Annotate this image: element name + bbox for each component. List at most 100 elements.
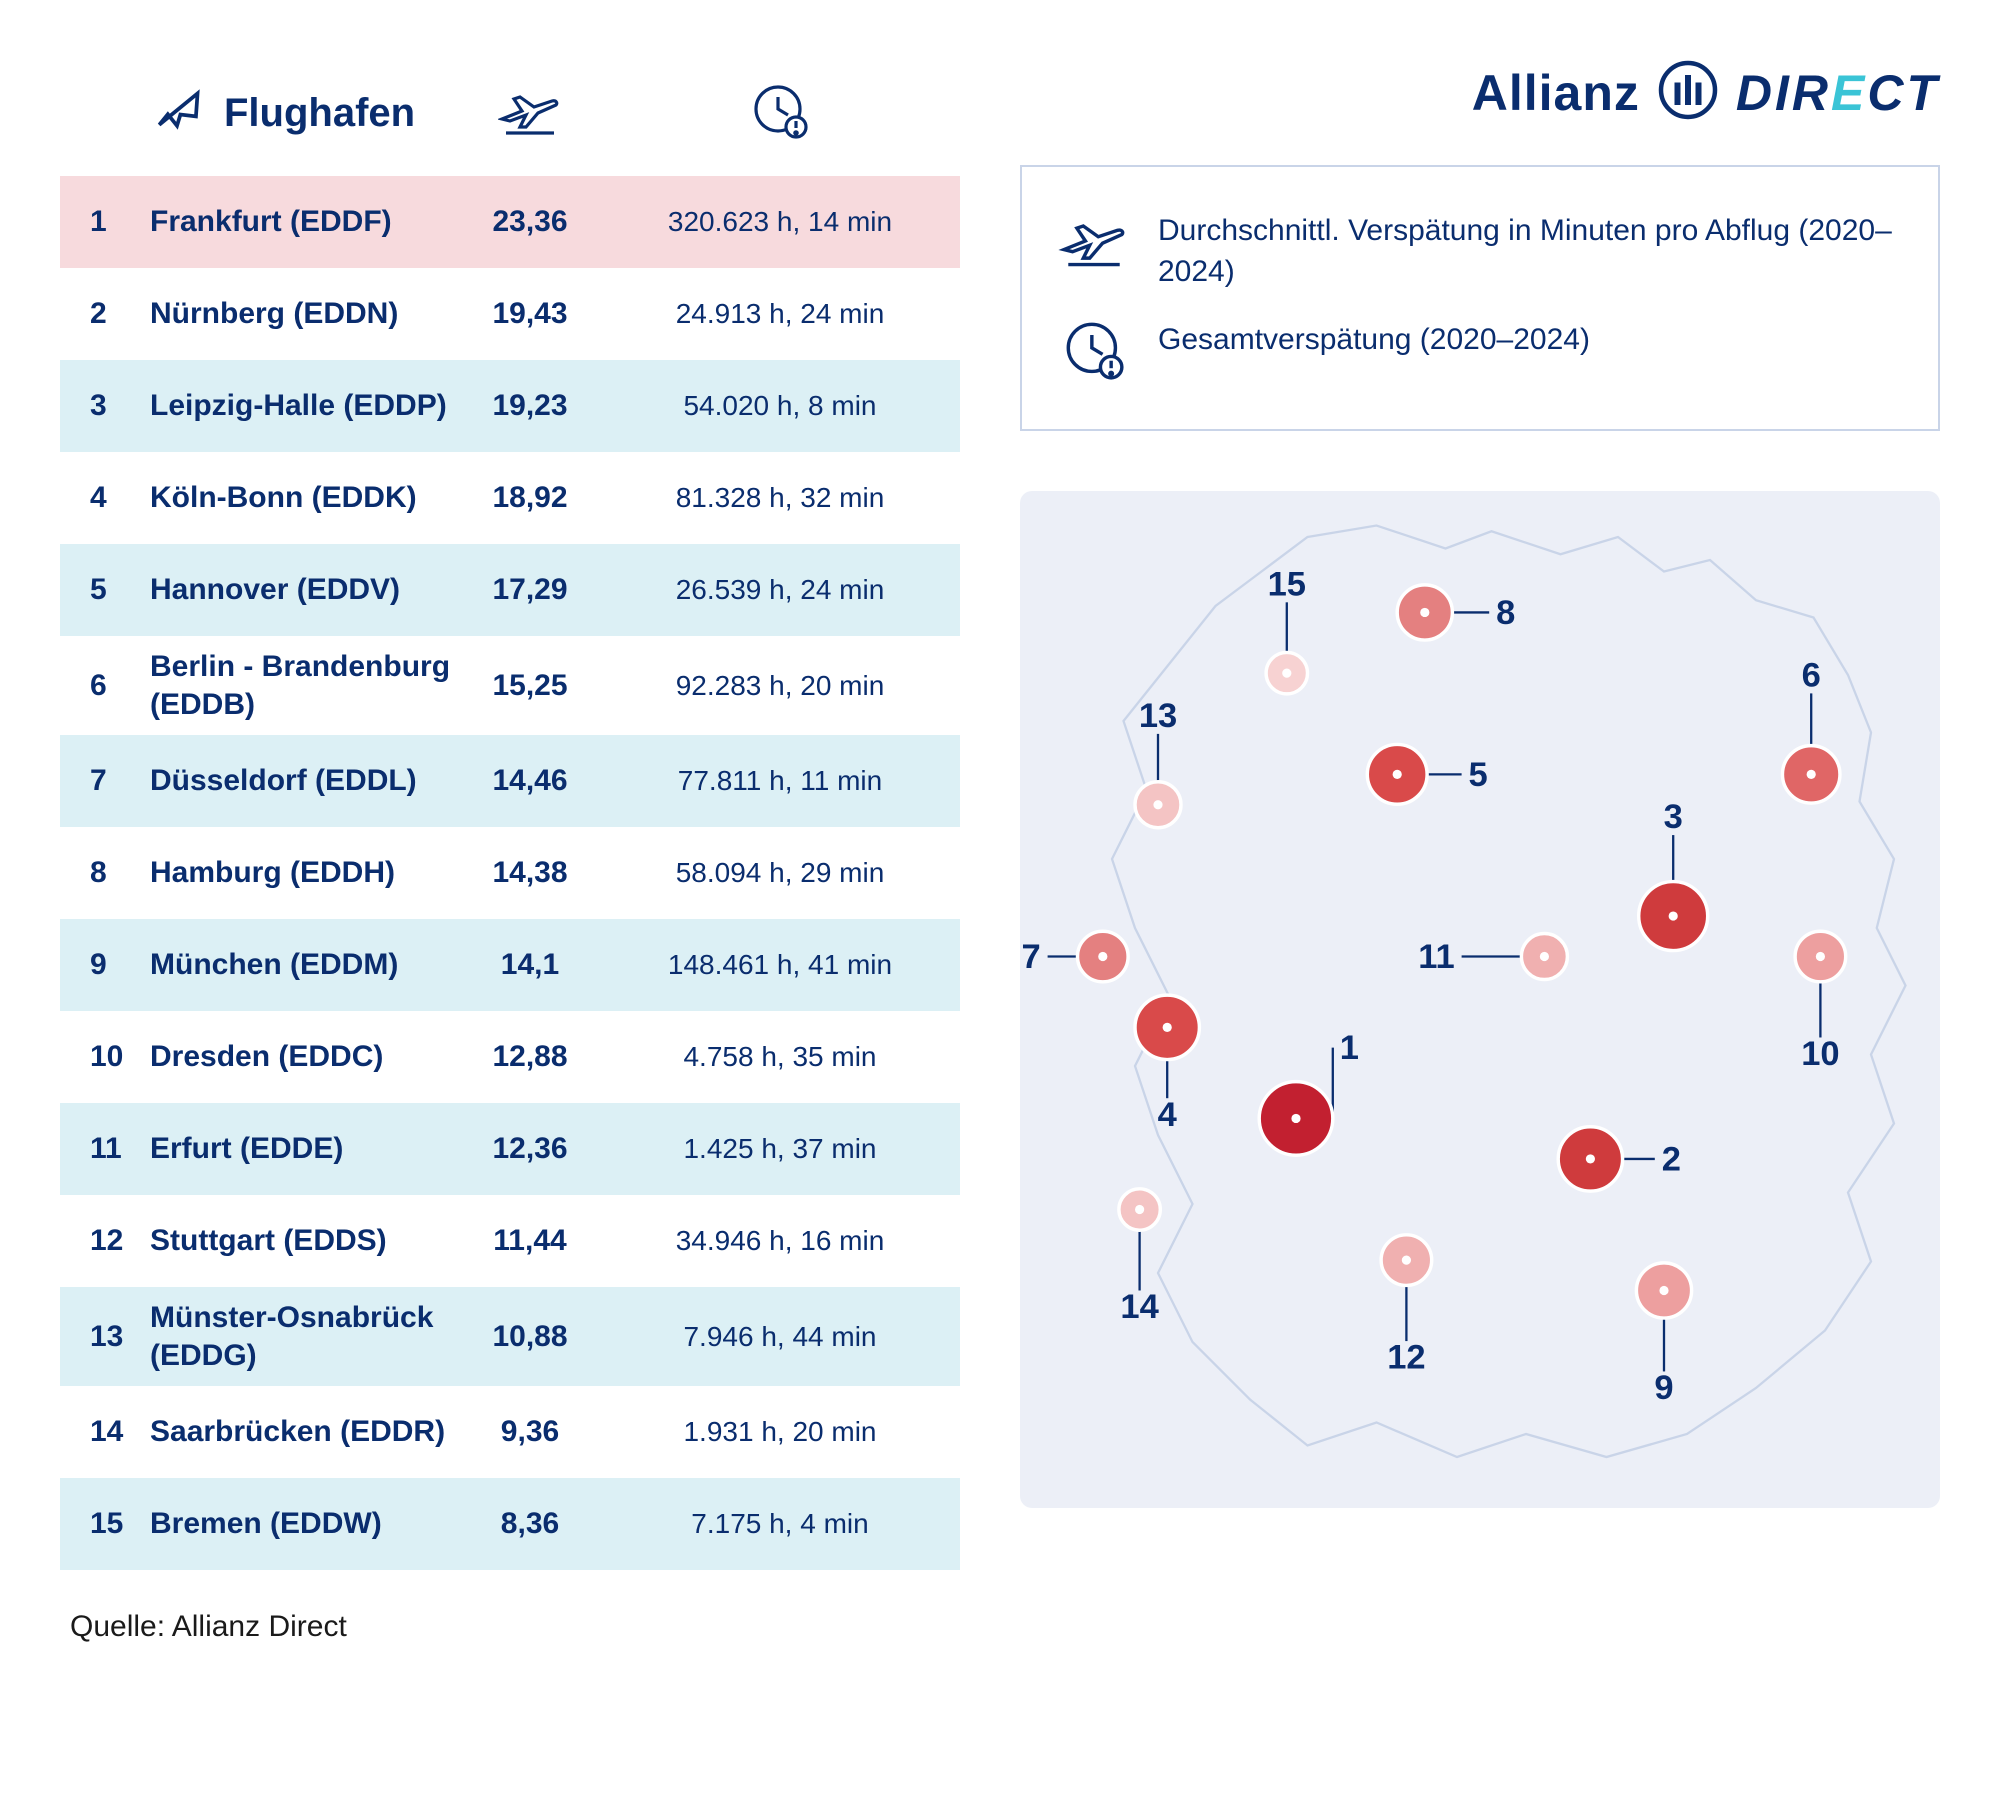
map-label: 9 bbox=[1654, 1369, 1673, 1407]
total-delay-cell: 320.623 h, 14 min bbox=[610, 206, 950, 238]
airport-cell: Dresden (EDDC) bbox=[150, 1038, 450, 1076]
rank-cell: 11 bbox=[70, 1132, 150, 1166]
total-delay-cell: 7.175 h, 4 min bbox=[610, 1508, 950, 1540]
rank-cell: 15 bbox=[70, 1507, 150, 1541]
avg-delay-cell: 14,46 bbox=[450, 764, 610, 798]
table-header: Flughafen bbox=[60, 60, 960, 176]
legend-box: Durchschnittl. Verspätung in Minuten pro… bbox=[1020, 165, 1940, 431]
table-row: 1Frankfurt (EDDF)23,36320.623 h, 14 min bbox=[60, 176, 960, 268]
table-row: 6Berlin - Brandenburg (EDDB)15,2592.283 … bbox=[60, 636, 960, 735]
total-delay-cell: 24.913 h, 24 min bbox=[610, 298, 950, 330]
avg-delay-cell: 12,88 bbox=[450, 1040, 610, 1074]
table-row: 15Bremen (EDDW)8,367.175 h, 4 min bbox=[60, 1478, 960, 1570]
avg-delay-cell: 17,29 bbox=[450, 573, 610, 607]
table-row: 10Dresden (EDDC)12,884.758 h, 35 min bbox=[60, 1011, 960, 1103]
avg-delay-cell: 18,92 bbox=[450, 481, 610, 515]
rank-cell: 9 bbox=[70, 948, 150, 982]
airport-cell: Stuttgart (EDDS) bbox=[150, 1222, 450, 1260]
rank-cell: 4 bbox=[70, 481, 150, 515]
avg-delay-cell: 12,36 bbox=[450, 1132, 610, 1166]
total-delay-cell: 92.283 h, 20 min bbox=[610, 670, 950, 702]
avg-delay-cell: 14,1 bbox=[450, 948, 610, 982]
table-row: 12Stuttgart (EDDS)11,4434.946 h, 16 min bbox=[60, 1195, 960, 1287]
map-label: 12 bbox=[1387, 1339, 1425, 1377]
avg-delay-cell: 19,43 bbox=[450, 297, 610, 331]
clock-alert-icon bbox=[1064, 320, 1124, 385]
map-label: 11 bbox=[1418, 938, 1454, 976]
allianz-logo-icon bbox=[1658, 60, 1718, 125]
rank-cell: 10 bbox=[70, 1040, 150, 1074]
rank-cell: 14 bbox=[70, 1415, 150, 1449]
map-label: 4 bbox=[1158, 1096, 1177, 1134]
avg-delay-cell: 19,23 bbox=[450, 389, 610, 423]
map-label: 2 bbox=[1662, 1140, 1681, 1178]
airport-cell: Leipzig-Halle (EDDP) bbox=[150, 387, 450, 425]
plane-icon bbox=[150, 80, 206, 146]
source-text: Quelle: Allianz Direct bbox=[60, 1610, 960, 1644]
avg-delay-cell: 14,38 bbox=[450, 856, 610, 890]
avg-delay-cell: 15,25 bbox=[450, 669, 610, 703]
table-row: 7Düsseldorf (EDDL)14,4677.811 h, 11 min bbox=[60, 735, 960, 827]
airport-cell: Hannover (EDDV) bbox=[150, 571, 450, 609]
departure-icon bbox=[498, 83, 562, 144]
map-label: 10 bbox=[1801, 1035, 1839, 1073]
map-label: 5 bbox=[1469, 756, 1488, 794]
map-label: 1 bbox=[1340, 1029, 1359, 1067]
airport-cell: Frankfurt (EDDF) bbox=[150, 203, 450, 241]
avg-delay-cell: 9,36 bbox=[450, 1415, 610, 1449]
avg-delay-cell: 8,36 bbox=[450, 1507, 610, 1541]
airport-cell: Düsseldorf (EDDL) bbox=[150, 762, 450, 800]
legend-total-text: Gesamtverspätung (2020–2024) bbox=[1158, 320, 1590, 361]
table-body: 1Frankfurt (EDDF)23,36320.623 h, 14 min2… bbox=[60, 176, 960, 1570]
total-delay-cell: 7.946 h, 44 min bbox=[610, 1321, 950, 1353]
rank-cell: 12 bbox=[70, 1224, 150, 1258]
map-label: 6 bbox=[1802, 657, 1821, 695]
legend-avg-delay: Durchschnittl. Verspätung in Minuten pro… bbox=[1058, 197, 1902, 306]
total-delay-cell: 34.946 h, 16 min bbox=[610, 1225, 950, 1257]
rank-cell: 7 bbox=[70, 764, 150, 798]
rank-cell: 2 bbox=[70, 297, 150, 331]
table-row: 8Hamburg (EDDH)14,3858.094 h, 29 min bbox=[60, 827, 960, 919]
table-row: 11Erfurt (EDDE)12,361.425 h, 37 min bbox=[60, 1103, 960, 1195]
table-row: 3Leipzig-Halle (EDDP)19,2354.020 h, 8 mi… bbox=[60, 360, 960, 452]
rank-cell: 13 bbox=[70, 1320, 150, 1354]
airport-cell: Saarbrücken (EDDR) bbox=[150, 1413, 450, 1451]
airport-cell: Bremen (EDDW) bbox=[150, 1505, 450, 1543]
airport-cell: Köln-Bonn (EDDK) bbox=[150, 479, 450, 517]
map-label: 7 bbox=[1022, 938, 1041, 976]
airport-cell: Erfurt (EDDE) bbox=[150, 1130, 450, 1168]
germany-map: 123456789101112131415 bbox=[1020, 491, 1940, 1508]
table-row: 5Hannover (EDDV)17,2926.539 h, 24 min bbox=[60, 544, 960, 636]
avg-delay-cell: 23,36 bbox=[450, 205, 610, 239]
airport-cell: München (EDDM) bbox=[150, 946, 450, 984]
rank-cell: 6 bbox=[70, 669, 150, 703]
total-delay-cell: 81.328 h, 32 min bbox=[610, 482, 950, 514]
total-delay-cell: 1.425 h, 37 min bbox=[610, 1133, 950, 1165]
brand-logo: Allianz DIRECT bbox=[1020, 60, 1940, 125]
clock-alert-icon bbox=[752, 83, 808, 144]
table-row: 4Köln-Bonn (EDDK)18,9281.328 h, 32 min bbox=[60, 452, 960, 544]
table-row: 9München (EDDM)14,1148.461 h, 41 min bbox=[60, 919, 960, 1011]
total-delay-cell: 58.094 h, 29 min bbox=[610, 857, 950, 889]
rank-cell: 3 bbox=[70, 389, 150, 423]
airport-cell: Berlin - Brandenburg (EDDB) bbox=[150, 648, 450, 723]
table-row: 14Saarbrücken (EDDR)9,361.931 h, 20 min bbox=[60, 1386, 960, 1478]
rank-cell: 1 bbox=[70, 205, 150, 239]
total-delay-cell: 1.931 h, 20 min bbox=[610, 1416, 950, 1448]
map-label: 3 bbox=[1664, 798, 1683, 836]
airport-cell: Münster-Osnabrück (EDDG) bbox=[150, 1299, 450, 1374]
total-delay-cell: 54.020 h, 8 min bbox=[610, 390, 950, 422]
airport-table: Flughafen bbox=[60, 60, 960, 1644]
total-delay-cell: 77.811 h, 11 min bbox=[610, 765, 950, 797]
airport-header-label: Flughafen bbox=[224, 91, 415, 136]
table-row: 13Münster-Osnabrück (EDDG)10,887.946 h, … bbox=[60, 1287, 960, 1386]
map-label: 8 bbox=[1496, 594, 1515, 632]
table-row: 2Nürnberg (EDDN)19,4324.913 h, 24 min bbox=[60, 268, 960, 360]
total-delay-cell: 4.758 h, 35 min bbox=[610, 1041, 950, 1073]
departure-icon bbox=[1058, 211, 1130, 276]
total-delay-cell: 26.539 h, 24 min bbox=[610, 574, 950, 606]
rank-cell: 8 bbox=[70, 856, 150, 890]
avg-delay-cell: 10,88 bbox=[450, 1320, 610, 1354]
map-label: 14 bbox=[1120, 1288, 1158, 1326]
brand-direct: DIRECT bbox=[1736, 64, 1940, 122]
